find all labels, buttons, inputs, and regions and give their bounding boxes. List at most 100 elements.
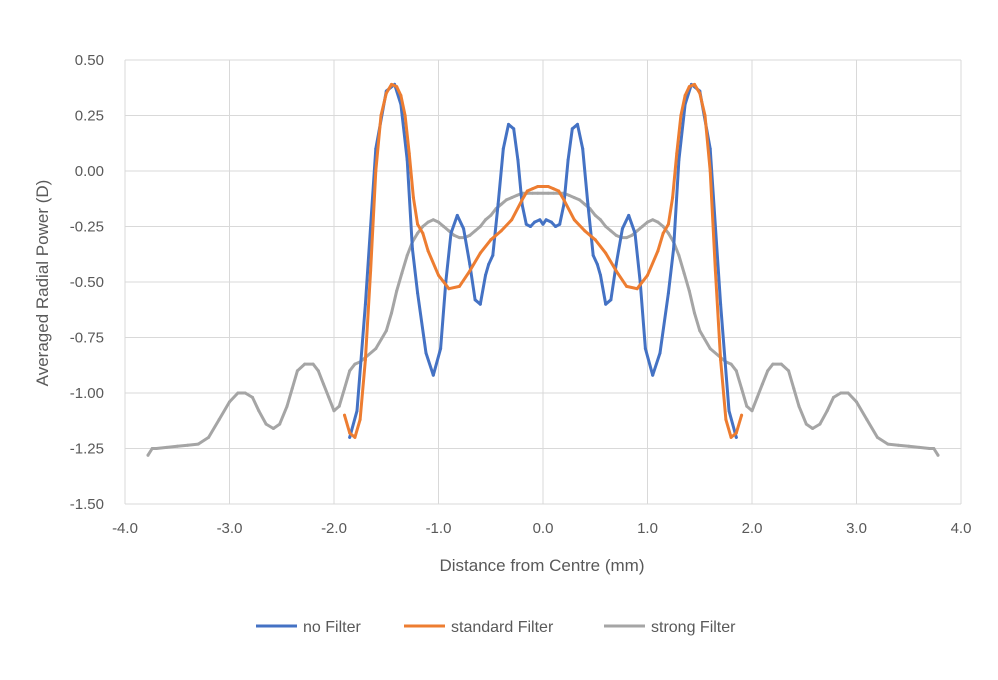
data-point xyxy=(437,273,440,277)
data-point xyxy=(928,447,932,450)
data-point xyxy=(656,249,660,253)
data-point xyxy=(507,122,510,126)
data-point xyxy=(536,185,540,188)
data-point xyxy=(552,187,555,191)
data-point xyxy=(384,329,388,333)
data-point xyxy=(447,287,451,291)
data-point xyxy=(932,447,936,450)
data-point xyxy=(558,222,562,226)
data-point xyxy=(484,273,487,277)
data-point xyxy=(363,302,367,306)
data-point xyxy=(186,443,190,447)
data-point xyxy=(437,220,440,224)
data-point xyxy=(546,191,550,195)
data-point xyxy=(672,247,676,251)
data-point xyxy=(416,231,420,235)
data-point xyxy=(818,422,822,426)
data-point xyxy=(400,271,404,275)
data-point xyxy=(614,233,618,237)
data-point xyxy=(745,404,749,408)
data-point xyxy=(322,382,325,386)
y-axis-title: Averaged Radial Power (D) xyxy=(33,180,52,387)
data-point xyxy=(604,251,608,255)
data-point xyxy=(633,231,637,235)
data-point xyxy=(804,422,808,426)
data-point xyxy=(407,151,411,155)
y-tick-label: -0.50 xyxy=(70,274,104,291)
data-point xyxy=(625,236,629,240)
data-point xyxy=(146,453,150,457)
data-point xyxy=(442,225,446,228)
data-point xyxy=(236,391,240,395)
data-point xyxy=(693,311,696,315)
data-point xyxy=(675,151,679,155)
data-point xyxy=(337,404,341,408)
data-point xyxy=(510,218,514,222)
data-point xyxy=(734,369,738,373)
data-point xyxy=(541,185,545,188)
x-tick-label: -1.0 xyxy=(426,520,452,537)
data-point xyxy=(175,444,179,448)
data-point xyxy=(635,229,639,233)
data-point xyxy=(604,302,608,306)
data-point xyxy=(572,218,576,222)
data-point xyxy=(491,253,495,257)
y-tick-label: 0.00 xyxy=(75,163,104,180)
data-point xyxy=(536,191,540,195)
data-point xyxy=(369,269,373,273)
data-point xyxy=(651,218,655,222)
data-point xyxy=(698,329,702,333)
data-point xyxy=(839,391,843,395)
y-tick-label: -1.00 xyxy=(70,385,104,402)
data-point xyxy=(431,373,435,377)
data-point xyxy=(390,82,393,86)
data-point xyxy=(855,400,858,404)
data-point xyxy=(581,147,585,151)
data-point xyxy=(228,400,231,404)
data-point xyxy=(525,189,529,193)
data-point xyxy=(165,445,169,449)
data-point xyxy=(811,427,815,430)
data-point xyxy=(473,298,477,302)
y-axis-ticks: 0.50 0.25 0.00 -0.25 -0.50 -0.75 -1.00 -1.25 -1.… xyxy=(70,52,104,513)
data-point xyxy=(907,444,911,448)
data-point xyxy=(520,198,524,202)
data-point xyxy=(682,271,686,275)
data-point xyxy=(651,373,655,377)
data-point xyxy=(343,387,346,391)
data-point xyxy=(549,220,553,224)
data-point xyxy=(529,225,532,228)
data-point xyxy=(457,236,461,240)
data-point xyxy=(658,351,662,355)
data-point xyxy=(257,409,261,413)
data-point xyxy=(504,198,508,202)
data-point xyxy=(544,218,548,222)
data-point xyxy=(395,85,399,89)
data-point xyxy=(499,202,503,206)
legend-label: strong Filter xyxy=(651,619,736,636)
data-point xyxy=(374,347,378,351)
data-point xyxy=(541,222,545,226)
data-point xyxy=(713,269,717,273)
data-point xyxy=(595,262,599,266)
data-point xyxy=(740,413,744,417)
series-no-filter xyxy=(348,82,738,439)
data-point xyxy=(426,249,430,253)
data-point xyxy=(677,253,681,257)
data-point xyxy=(599,218,602,222)
data-point xyxy=(327,395,331,399)
data-point xyxy=(501,147,505,151)
data-point xyxy=(207,435,211,439)
data-point xyxy=(384,91,388,95)
x-tick-label: -3.0 xyxy=(217,520,243,537)
data-point xyxy=(687,289,691,293)
data-point xyxy=(439,347,443,351)
data-point xyxy=(264,422,268,426)
data-point xyxy=(516,158,520,162)
data-point xyxy=(599,273,602,277)
data-point xyxy=(462,227,466,231)
legend-item: no Filter xyxy=(256,619,361,636)
data-point xyxy=(734,431,738,435)
legend-item: standard Filter xyxy=(404,619,554,636)
data-point xyxy=(531,191,534,195)
